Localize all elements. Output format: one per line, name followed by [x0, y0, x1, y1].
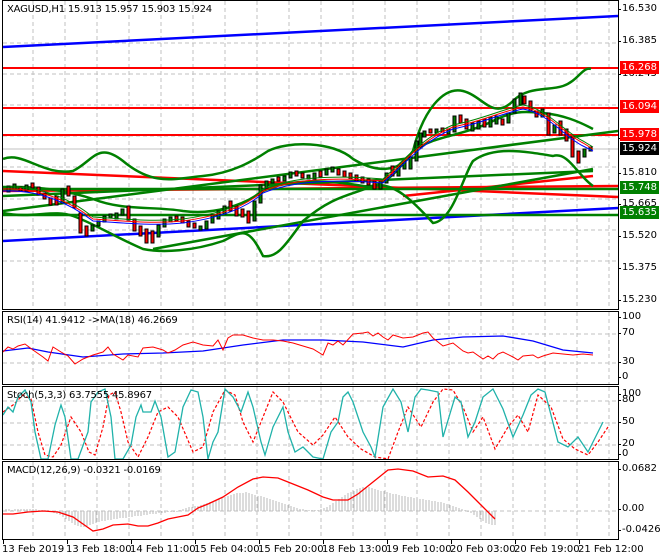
support-tag: 15.635	[620, 206, 659, 219]
time-label: 13 Feb 2019	[2, 544, 65, 555]
time-tick	[195, 540, 196, 544]
macd-signal-line	[3, 468, 496, 532]
stoch-signal-line	[3, 388, 609, 459]
bollinger-middle	[3, 110, 594, 214]
resistance-tag: 15.978	[620, 128, 659, 141]
stoch-canvas	[3, 387, 618, 459]
resistance-tag: 16.094	[620, 100, 659, 113]
rsi-axis: 100 70 30 0	[617, 311, 660, 385]
stoch-tick: 20	[618, 438, 635, 449]
price-tick: 15.665	[618, 198, 657, 209]
time-label: 15 Feb 20:00	[258, 544, 324, 555]
support-tag: 15.748	[620, 181, 659, 194]
rsi-tick: 100	[617, 311, 642, 322]
time-label: 18 Feb 13:00	[322, 544, 388, 555]
stoch-main-line	[3, 387, 604, 459]
channel-lower	[3, 206, 618, 243]
time-label: 13 Feb 18:00	[66, 544, 132, 555]
stoch-tick: 50	[618, 416, 635, 427]
stoch-title: Stoch(5,3,3) 63.7555 45.8967	[7, 390, 152, 401]
stoch-tick: 100	[617, 388, 642, 399]
time-tick	[131, 540, 132, 544]
stoch-tick: 0	[617, 448, 629, 459]
time-label: 19 Feb 10:00	[386, 544, 452, 555]
macd-panel[interactable]: MACD(12,26,9) -0.0321 -0.0169	[2, 461, 619, 540]
time-tick	[451, 540, 452, 544]
rsi-tick: 70	[618, 327, 635, 338]
price-tick: 16.530	[618, 3, 657, 14]
time-label: 21 Feb 12:00	[578, 544, 644, 555]
rsi-tick: 0	[617, 371, 629, 382]
rsi-panel[interactable]: RSI(14) 41.9412 ->MA(18) 46.2669	[2, 311, 619, 385]
time-label: 20 Feb 03:00	[450, 544, 516, 555]
time-tick	[67, 540, 68, 544]
bollinger-lower	[3, 149, 594, 258]
price-tick: 15.230	[618, 294, 657, 305]
price-tick: 15.810	[618, 167, 657, 178]
time-label: 15 Feb 04:00	[194, 544, 260, 555]
price-axis[interactable]: 16.530 16.385 16.245 15.955 15.810 15.66…	[618, 0, 660, 310]
resistance-tag: 16.268	[620, 61, 659, 74]
macd-tick: 0.0682	[618, 463, 657, 474]
price-chart-canvas	[3, 1, 618, 309]
price-tick: 15.520	[618, 230, 657, 241]
channel-upper	[3, 14, 618, 49]
time-tick	[515, 540, 516, 544]
price-tick: 16.385	[618, 35, 657, 46]
rsi-canvas	[3, 312, 618, 384]
rsi-ma-line	[3, 335, 594, 358]
price-tick: 15.375	[618, 262, 657, 273]
time-label: 14 Feb 11:00	[130, 544, 196, 555]
macd-tick: -0.0426	[618, 524, 660, 535]
rsi-line	[3, 331, 594, 365]
rsi-tick: 30	[618, 356, 635, 367]
time-tick	[259, 540, 260, 544]
price-chart-panel[interactable]: XAGUSD,H1 15.913 15.957 15.903 15.924	[2, 0, 619, 310]
stoch-axis: 100 80 50 20 0	[617, 386, 660, 460]
time-axis: 13 Feb 2019 13 Feb 18:00 14 Feb 11:00 15…	[0, 540, 660, 560]
stochastic-panel[interactable]: Stoch(5,3,3) 63.7555 45.8967	[2, 386, 619, 460]
rsi-title: RSI(14) 41.9412 ->MA(18) 46.2669	[7, 315, 178, 326]
macd-canvas	[3, 462, 618, 539]
stoch-tick: 80	[618, 394, 635, 405]
time-tick	[579, 540, 580, 544]
macd-tick: 0.00	[617, 503, 645, 514]
symbol-title: XAGUSD,H1 15.913 15.957 15.903 15.924	[7, 4, 212, 15]
current-price-tag: 15.924	[620, 142, 659, 155]
time-tick	[387, 540, 388, 544]
macd-title: MACD(12,26,9) -0.0321 -0.0169	[7, 465, 161, 476]
time-label: 20 Feb 19:00	[514, 544, 580, 555]
time-tick	[3, 540, 4, 544]
time-tick	[323, 540, 324, 544]
macd-axis: 0.0682 0.00 -0.0426	[617, 461, 660, 540]
